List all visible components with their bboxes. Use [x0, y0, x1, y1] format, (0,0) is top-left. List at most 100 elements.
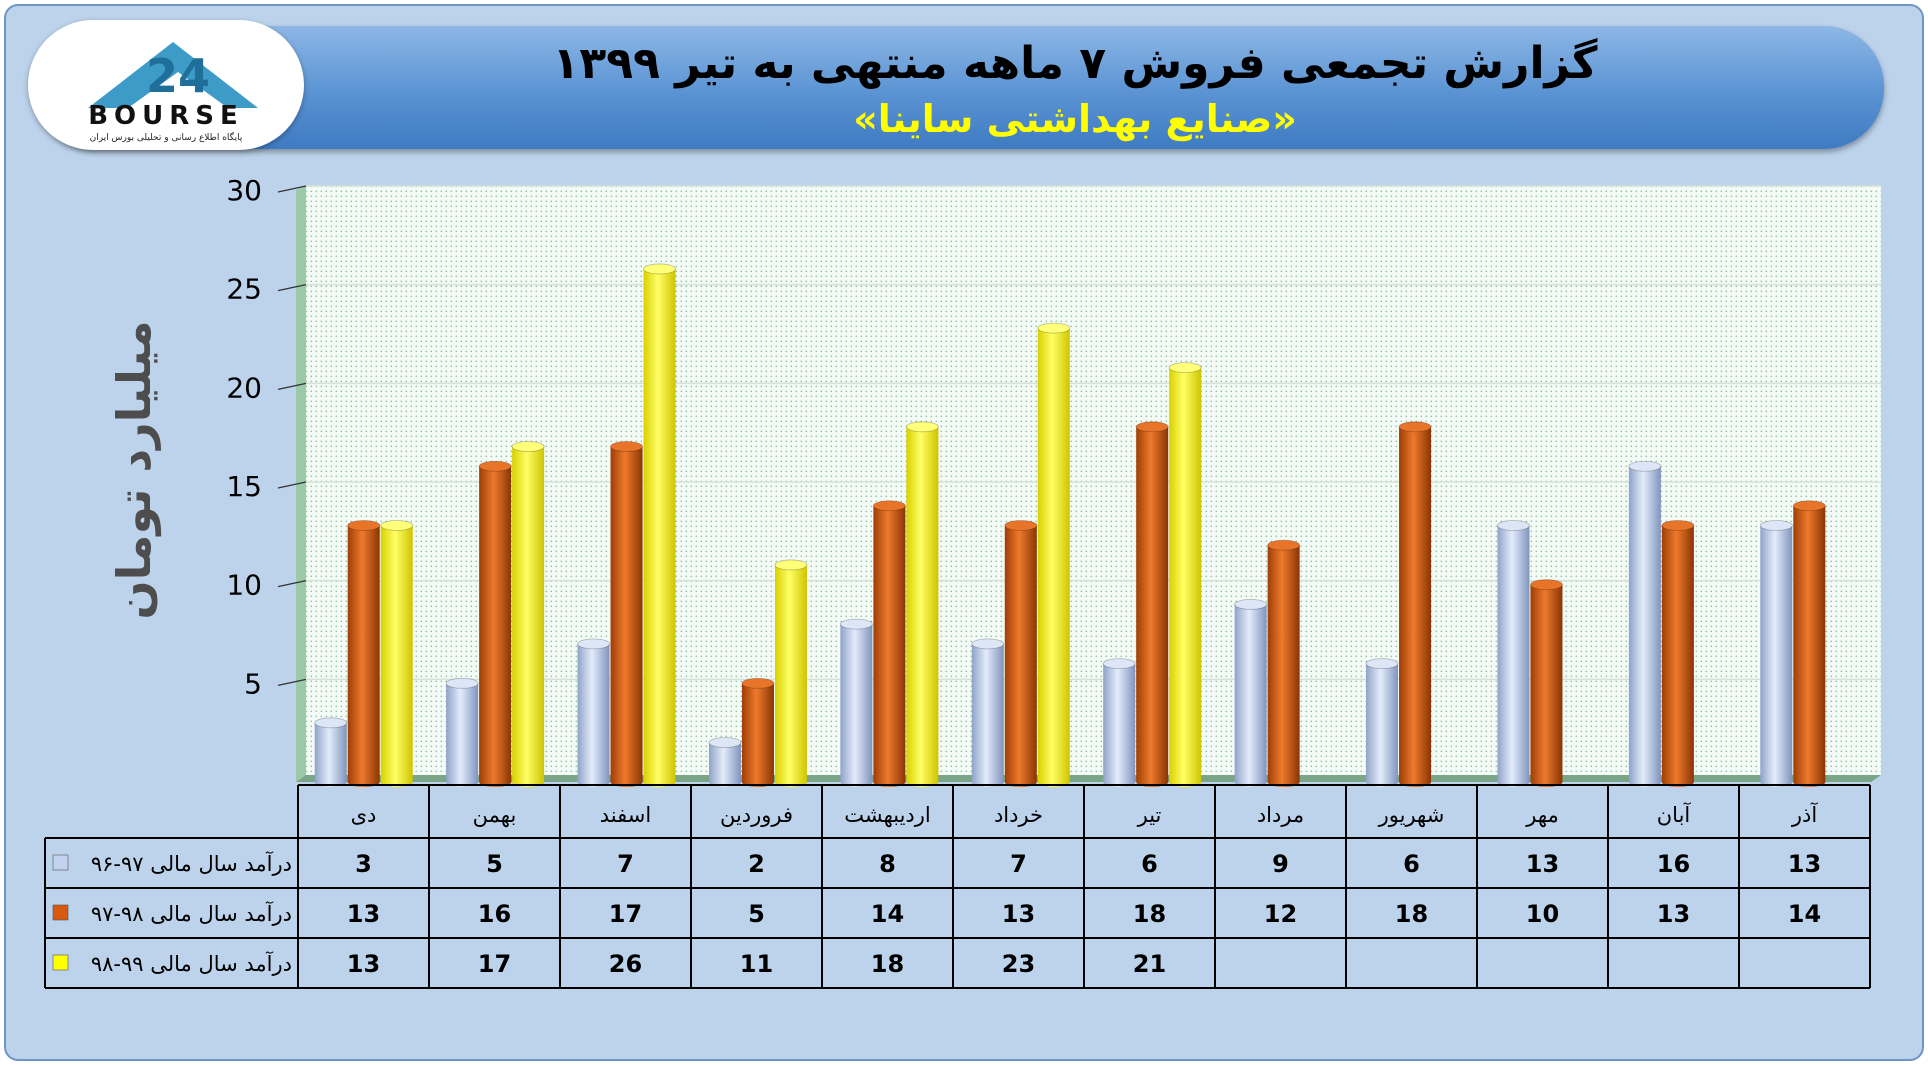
data-label: 18	[871, 950, 904, 978]
data-label: 8	[879, 850, 896, 878]
logo-tagline: پایگاه اطلاع رسانی و تحلیلی بورس ایران	[90, 131, 243, 143]
y-tick-mark	[277, 580, 307, 588]
logo-number: 24	[146, 49, 210, 103]
bar	[1398, 421, 1432, 787]
data-label: 26	[609, 950, 642, 978]
plot-floor	[296, 775, 1881, 782]
gridlines	[306, 185, 1881, 681]
data-label: 13	[1002, 900, 1035, 928]
bar	[347, 520, 381, 787]
bar	[1267, 539, 1301, 787]
bar	[971, 638, 1005, 787]
bar	[478, 460, 512, 787]
data-label: 12	[1264, 900, 1297, 928]
data-label: 18	[1395, 900, 1428, 928]
bar	[1497, 520, 1530, 787]
bar	[1168, 362, 1202, 787]
bar	[643, 263, 676, 787]
y-axis-label: میلیارد تومان	[107, 320, 161, 619]
bar	[1792, 500, 1826, 787]
bar	[1628, 460, 1662, 787]
bar	[610, 441, 643, 787]
y-tick-label: 5	[244, 667, 262, 700]
data-label: 13	[347, 950, 380, 978]
legend-label: درآمد سال مالی ۹۹-۹۸	[91, 951, 292, 976]
x-category-label: مهر	[1525, 803, 1559, 827]
bar	[1759, 520, 1793, 787]
title-banner: گزارش تجمعی فروش ۷ ماهه منتهی به تیر ۱۳۹…	[36, 26, 1884, 149]
data-label: 14	[871, 900, 904, 928]
data-label: 13	[347, 900, 380, 928]
bar	[1365, 658, 1399, 787]
data-label: 11	[740, 950, 773, 978]
data-label: 6	[1403, 850, 1420, 878]
x-category-label: بهمن	[473, 803, 517, 827]
bar	[839, 618, 873, 787]
bar	[314, 717, 348, 787]
x-category-label: خرداد	[994, 803, 1043, 827]
data-label: 16	[478, 900, 511, 928]
data-label: 6	[1141, 850, 1158, 878]
bar	[380, 520, 414, 787]
y-tick-mark	[277, 481, 307, 489]
bourse24-logo-icon: 24 BOURSE پایگاه اطلاع رسانی و تحلیلی بو…	[88, 42, 258, 143]
x-category-label: اسفند	[600, 803, 651, 827]
y-axis: 5 10 15 20 25 30	[226, 174, 307, 700]
data-label: 17	[478, 950, 511, 978]
bar	[708, 737, 742, 787]
x-category-label: شهریور	[1378, 803, 1445, 827]
bar	[1004, 520, 1038, 787]
logo-badge: 24 BOURSE پایگاه اطلاع رسانی و تحلیلی بو…	[28, 20, 304, 150]
x-category-label: فروردین	[720, 803, 793, 827]
data-label: 5	[486, 850, 503, 878]
bar	[872, 500, 906, 787]
bar	[741, 677, 775, 787]
data-label: 14	[1788, 900, 1821, 928]
y-tick-label: 30	[226, 174, 262, 207]
plot-side-wall	[296, 186, 306, 782]
y-tick-mark	[277, 678, 307, 686]
data-label: 13	[1526, 850, 1559, 878]
legend-swatch	[52, 904, 69, 921]
chart-subtitle: «صنایع بهداشتی ساینا»	[853, 97, 1297, 141]
x-category-label: دی	[351, 803, 377, 827]
y-tick-mark	[277, 382, 307, 390]
data-label: 17	[609, 900, 642, 928]
bar	[445, 677, 479, 787]
data-label: 18	[1133, 900, 1166, 928]
legend-swatch	[52, 954, 69, 971]
x-category-label: آبان	[1657, 802, 1692, 827]
y-tick-label: 25	[226, 273, 262, 306]
legend-swatch	[52, 854, 69, 871]
bar	[1234, 599, 1268, 787]
data-label: 7	[1010, 850, 1027, 878]
data-table: دی بهمن اسفند فروردین اردیبهشت خرداد تیر مرداد ش…	[44, 784, 1871, 989]
x-category-label: تیر	[1137, 803, 1162, 827]
bar	[1661, 520, 1695, 787]
data-label: 9	[1272, 850, 1289, 878]
data-label: 2	[748, 850, 765, 878]
data-label: 23	[1002, 950, 1035, 978]
y-tick-label: 20	[226, 371, 262, 404]
logo-brand: BOURSE	[88, 101, 244, 131]
chart-title: گزارش تجمعی فروش ۷ ماهه منتهی به تیر ۱۳۹…	[552, 38, 1598, 89]
data-label: 7	[617, 850, 634, 878]
data-label: 3	[355, 850, 372, 878]
bar	[1037, 322, 1071, 787]
y-tick-label: 15	[226, 470, 262, 503]
y-tick-mark	[277, 284, 307, 292]
y-tick-mark	[277, 185, 307, 193]
bar	[511, 441, 545, 787]
data-label: 13	[1657, 900, 1690, 928]
bar	[774, 559, 808, 787]
data-label: 5	[748, 900, 765, 928]
data-label: 21	[1133, 950, 1166, 978]
legend-label: درآمد سال مالی ۹۸-۹۷	[91, 901, 292, 926]
bar	[577, 638, 610, 787]
bar	[1135, 421, 1169, 787]
data-label: 16	[1657, 850, 1690, 878]
bar	[1530, 579, 1563, 787]
y-tick-label: 10	[226, 569, 262, 602]
data-label: 10	[1526, 900, 1559, 928]
